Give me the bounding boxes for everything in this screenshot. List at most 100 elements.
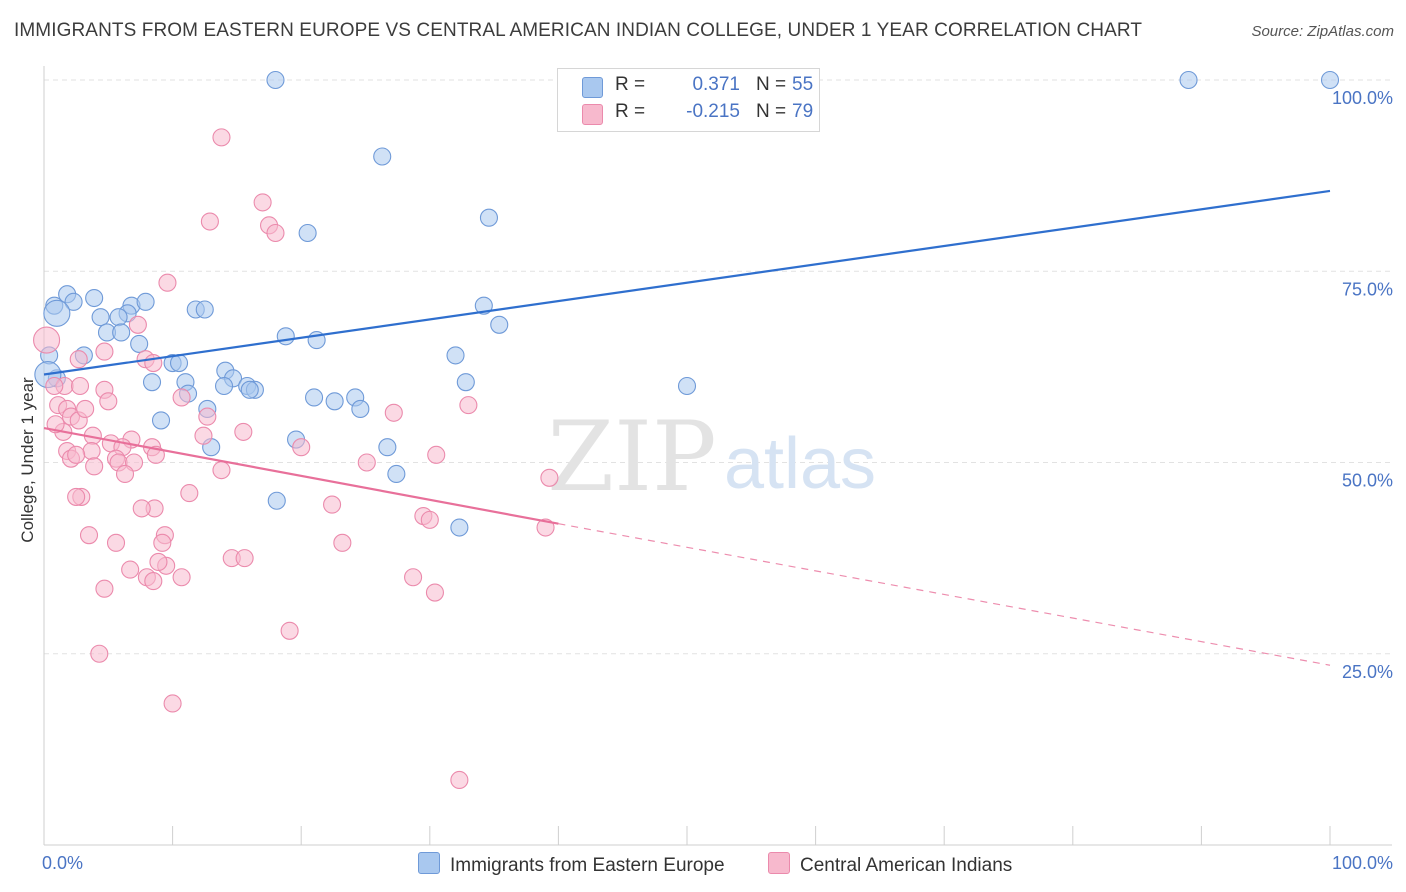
point-eastern-europe	[479, 208, 499, 227]
point-eastern-europe	[387, 464, 406, 484]
axes	[43, 66, 1392, 846]
point-central-american	[45, 376, 64, 396]
point-central-american	[420, 510, 439, 529]
point-eastern-europe	[240, 380, 259, 399]
x-tick-label-min: 0.0%	[42, 853, 83, 873]
source-label: Source: ZipAtlas.com	[1251, 23, 1394, 40]
point-eastern-europe	[151, 411, 171, 430]
point-central-american	[292, 438, 311, 457]
point-eastern-europe	[266, 70, 285, 90]
bottom-legend-swatch-central-american	[768, 852, 790, 874]
legend-n-value-eastern-europe: 55	[792, 74, 814, 95]
point-eastern-europe	[298, 223, 317, 243]
point-eastern-europe	[373, 147, 392, 166]
point-central-american	[536, 518, 555, 537]
chart-title: IMMIGRANTS FROM EASTERN EUROPE VS CENTRA…	[14, 20, 1143, 41]
watermark: ZIP atlas	[547, 401, 876, 513]
point-central-american	[70, 376, 90, 396]
point-eastern-europe	[325, 392, 344, 411]
point-central-american	[357, 453, 376, 472]
legend-n-label: N =	[756, 101, 787, 122]
point-central-american	[194, 426, 213, 445]
point-eastern-europe	[305, 388, 324, 407]
point-central-american	[128, 315, 147, 334]
point-central-american	[106, 533, 126, 552]
point-central-american	[95, 342, 114, 361]
gridlines	[44, 79, 1392, 655]
point-central-american	[212, 128, 231, 147]
trend-line-eastern-europe	[43, 189, 1331, 376]
point-eastern-europe	[85, 288, 104, 308]
point-eastern-europe	[677, 376, 697, 396]
bottom-legend-label-eastern-europe: Immigrants from Eastern Europe	[450, 855, 725, 876]
bottom-legend-eastern-europe: Immigrants from Eastern Europe	[418, 852, 725, 877]
x-tick-label-max: 100.0%	[1332, 853, 1393, 873]
point-eastern-europe	[64, 292, 83, 311]
point-central-american	[69, 350, 88, 369]
point-eastern-europe	[91, 308, 110, 327]
trend-line-central-american-extension	[558, 523, 1331, 666]
point-central-american	[200, 212, 219, 231]
point-central-american	[76, 399, 95, 419]
point-central-american	[67, 445, 86, 464]
point-central-american	[85, 457, 104, 476]
point-central-american	[144, 572, 163, 591]
point-central-american	[450, 770, 469, 790]
point-central-american	[67, 487, 86, 506]
point-central-american	[99, 392, 118, 411]
y-tick-label: 100.0%	[1332, 88, 1393, 108]
trend-line-central-american	[43, 426, 559, 525]
point-eastern-europe	[446, 346, 465, 365]
point-eastern-europe	[195, 300, 214, 319]
point-central-american	[235, 549, 254, 568]
tick-labels: 100.0% 75.0% 50.0% 25.0% 0.0% 100.0%	[42, 88, 1393, 873]
point-eastern-europe	[214, 376, 234, 396]
point-central-american	[323, 495, 342, 514]
point-eastern-europe	[490, 315, 509, 334]
watermark-atlas: atlas	[724, 424, 876, 504]
legend-r-label: R =	[615, 74, 646, 95]
point-eastern-europe	[43, 299, 71, 327]
point-eastern-europe	[112, 323, 131, 342]
stats-legend: R = 0.371 N = 55 R = -0.215 N = 79	[557, 68, 820, 132]
point-central-american	[149, 552, 168, 572]
point-central-american	[153, 533, 172, 552]
legend-r-label: R =	[615, 101, 646, 122]
point-central-american	[540, 468, 559, 487]
point-eastern-europe	[450, 518, 469, 537]
point-central-american	[163, 694, 182, 713]
point-eastern-europe	[267, 491, 286, 510]
bottom-legend-swatch-eastern-europe	[418, 852, 440, 874]
point-central-american	[425, 583, 444, 602]
legend-n-value-central-american: 79	[792, 101, 814, 122]
watermark-zip: ZIP	[547, 401, 716, 513]
point-eastern-europe	[1179, 70, 1198, 90]
point-eastern-europe	[130, 334, 149, 353]
point-central-american	[158, 273, 177, 292]
point-central-american	[459, 396, 478, 415]
y-tick-label: 75.0%	[1342, 279, 1393, 299]
point-central-american	[90, 644, 109, 663]
legend-r-value-central-american: -0.215	[686, 101, 740, 122]
point-central-american	[172, 388, 191, 407]
point-central-american	[180, 484, 199, 503]
point-central-american	[404, 568, 423, 587]
point-eastern-europe	[142, 373, 162, 392]
point-central-american	[82, 441, 101, 461]
point-eastern-europe	[1320, 70, 1340, 90]
point-eastern-europe	[109, 308, 128, 327]
point-central-american	[172, 568, 191, 587]
point-central-american	[115, 464, 135, 484]
trend-lines	[43, 189, 1331, 666]
point-central-american	[427, 445, 446, 464]
point-central-american	[132, 499, 151, 518]
y-tick-label: 25.0%	[1342, 662, 1393, 682]
point-central-american	[121, 560, 140, 579]
point-central-american	[253, 193, 272, 212]
bottom-legend-label-central-american: Central American Indians	[800, 855, 1013, 876]
point-central-american	[333, 533, 352, 552]
point-eastern-europe	[351, 399, 370, 419]
point-eastern-europe	[378, 438, 397, 457]
point-eastern-europe	[276, 327, 295, 346]
